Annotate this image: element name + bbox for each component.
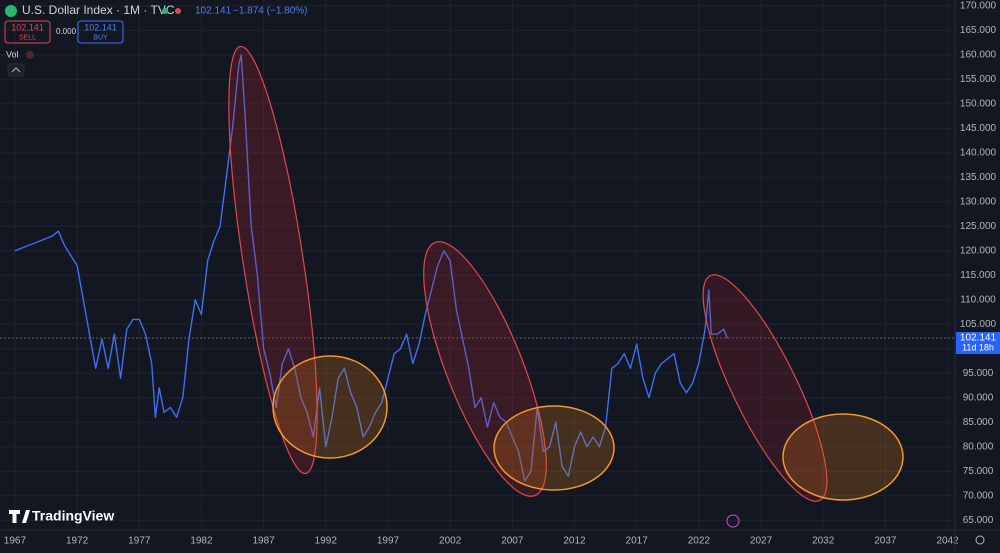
x-tick-label: 1977 [128, 536, 151, 547]
x-tick-label: 1997 [377, 536, 400, 547]
status-dot [162, 8, 168, 14]
y-tick-label: 135.000 [960, 172, 997, 183]
last-price-tag [956, 332, 1000, 354]
ellipse [493, 405, 615, 491]
plot [14, 54, 729, 482]
sell-price: 102.141 [11, 22, 44, 32]
collapse-icon [11, 67, 21, 73]
x-tick-label: 2022 [688, 536, 711, 547]
y-tick-label: 165.000 [960, 25, 997, 36]
sell-label: SELL [19, 34, 36, 41]
status-dot [175, 8, 181, 14]
x-tick-label: 1972 [66, 536, 89, 547]
buy-label: BUY [93, 34, 108, 41]
volume-label: Vol [6, 49, 19, 59]
symbol-title: U.S. Dollar Index · 1M · TVC [22, 3, 175, 17]
y-tick-label: 80.000 [963, 441, 994, 452]
line [14, 54, 729, 482]
y-tick-label: 130.000 [960, 196, 997, 207]
ellipse [423, 241, 547, 497]
x-tick-label: 1982 [190, 536, 213, 547]
spread: 0.000 [56, 27, 77, 36]
annotations [228, 45, 904, 502]
y-tick-label: 70.000 [963, 490, 994, 501]
y-tick-label: 65.000 [963, 515, 994, 526]
grid [0, 0, 955, 530]
collapse-button[interactable] [7, 63, 25, 77]
y-tick-label: 155.000 [960, 74, 997, 85]
symbol-icon [5, 5, 17, 17]
ellipse [782, 413, 904, 501]
logo-icon [9, 510, 30, 523]
sell-button[interactable] [4, 20, 51, 44]
y-tick-label: 125.000 [960, 221, 997, 232]
y-tick-label: 85.000 [963, 417, 994, 428]
y-tick-label: 90.000 [963, 392, 994, 403]
x-tick-label: 2037 [874, 536, 897, 547]
volume-icon [26, 51, 34, 59]
price: 102.141 [195, 6, 232, 17]
buy-button[interactable] [77, 20, 124, 44]
last-price: 102.141 [960, 333, 997, 344]
event-icon[interactable] [726, 514, 740, 528]
x-tick-label: 2017 [626, 536, 649, 547]
y-tick-label: 170.000 [960, 1, 997, 12]
x-tick-label: 2042 [936, 536, 959, 547]
x-tick-label: 1987 [252, 536, 275, 547]
x-tick-label: 1992 [315, 536, 338, 547]
y-tick-label: 120.000 [960, 245, 997, 256]
y-tick-label: 160.000 [960, 50, 997, 61]
x-tick-label: 2007 [501, 536, 524, 547]
countdown: 11d 18h [962, 342, 994, 352]
y-tick-label: 145.000 [960, 123, 997, 134]
y-tick-label: 105.000 [960, 319, 997, 330]
x-tick-label: 2027 [750, 536, 773, 547]
buy-price: 102.141 [84, 22, 117, 32]
x-tick-label: 1967 [4, 536, 27, 547]
y-tick-label: 110.000 [960, 294, 996, 305]
y-tick-label: 115.000 [960, 270, 996, 281]
ellipse [702, 274, 828, 502]
x-tick-label: 2002 [439, 536, 462, 547]
logo: TradingView [32, 508, 114, 524]
settings-icon[interactable] [975, 535, 985, 545]
axes: 65.000 70.000 75.000 80.000 85.000 90.000 95.0… [4, 1, 997, 547]
y-tick-label: 75.000 [963, 466, 994, 477]
x-tick-label: 2012 [563, 536, 586, 547]
ellipse [272, 355, 388, 459]
y-tick-label: 140.000 [960, 147, 997, 158]
change: −1.874 (−1.80%) [233, 6, 308, 17]
y-tick-label: 95.000 [963, 368, 994, 379]
x-tick-label: 2032 [812, 536, 835, 547]
y-tick-label: 150.000 [960, 98, 997, 109]
